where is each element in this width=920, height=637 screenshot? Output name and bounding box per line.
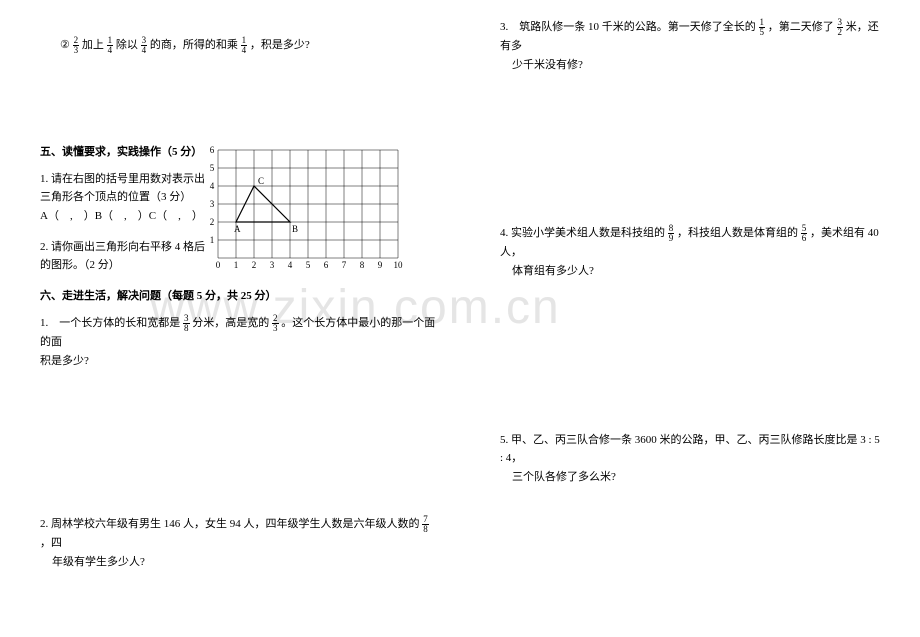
q4-line1: 4. 实验小学美术组人数是科技组的 89 ，科技组人数是体育组的 56 ，美术组… (500, 224, 880, 262)
sec6-q2-line1: 2. 周林学校六年级有男生 146 人，女生 94 人，四年级学生人数是六年级人… (40, 515, 440, 553)
q2-t1: 加上 (82, 39, 104, 51)
svg-text:8: 8 (360, 260, 365, 270)
svg-text:C: C (258, 176, 264, 186)
q2-frac1: 23 (73, 36, 80, 55)
svg-text:0: 0 (216, 260, 221, 270)
sec6-q2-frac: 78 (422, 515, 429, 534)
sec6-q2c: 年级有学生多少人? (52, 553, 440, 572)
sec6-q1-frac1: 38 (183, 314, 190, 333)
svg-text:A: A (234, 224, 241, 234)
svg-text:3: 3 (270, 260, 275, 270)
svg-text:6: 6 (324, 260, 329, 270)
svg-text:6: 6 (210, 145, 215, 155)
svg-text:10: 10 (394, 260, 404, 270)
sec6-q1-line1: 1. 一个长方体的长和宽都是 38 分米，高是宽的 23 。这个长方体中最小的那… (40, 314, 440, 352)
q4d: 体育组有多少人? (512, 262, 880, 281)
section6-title: 六、走进生活，解决问题（每题 5 分，共 25 分） (40, 287, 440, 306)
sec6-q2b: ，四 (40, 537, 62, 549)
svg-text:2: 2 (210, 217, 215, 227)
svg-text:3: 3 (210, 199, 215, 209)
svg-text:4: 4 (210, 181, 215, 191)
sec6-q1d: 积是多少? (40, 352, 440, 371)
sec6-q2a: 2. 周林学校六年级有男生 146 人，女生 94 人，四年级学生人数是六年级人… (40, 518, 420, 530)
q2-t3: 的商，所得的和乘 (150, 39, 238, 51)
svg-text:7: 7 (342, 260, 347, 270)
q3-line1: 3. 筑路队修一条 10 千米的公路。第一天修了全长的 15 ，第二天修了 32… (500, 18, 880, 56)
coordinate-graph: 0 1 2 3 4 5 6 7 8 9 10 1 2 3 4 5 6 A B C (200, 140, 410, 273)
q4-frac2: 56 (801, 224, 808, 243)
svg-text:2: 2 (252, 260, 257, 270)
q-left-2: ② 23 加上 14 除以 34 的商，所得的和乘 14 ，积是多少? (60, 36, 440, 55)
q2-frac3: 34 (141, 36, 148, 55)
q5b: 三个队各修了多么米? (512, 468, 880, 487)
q3-frac1: 15 (759, 18, 766, 37)
q3d: 少千米没有修? (512, 56, 880, 75)
svg-text:B: B (292, 224, 298, 234)
q3-frac2: 32 (837, 18, 844, 37)
q4a: 4. 实验小学美术组人数是科技组的 (500, 227, 665, 239)
q2-t2: 除以 (116, 39, 138, 51)
svg-text:1: 1 (210, 235, 215, 245)
q5a: 5. 甲、乙、丙三队合修一条 3600 米的公路，甲、乙、丙三队修路长度比是 3… (500, 431, 880, 468)
svg-text:4: 4 (288, 260, 293, 270)
sec6-q1-frac2: 23 (272, 314, 279, 333)
sec6-q1b: 分米，高是宽的 (192, 317, 269, 329)
sec6-q1a: 1. 一个长方体的长和宽都是 (40, 317, 180, 329)
q2-prefix: ② (60, 39, 70, 51)
q3a: 3. 筑路队修一条 10 千米的公路。第一天修了全长的 (500, 21, 756, 33)
svg-text:9: 9 (378, 260, 383, 270)
svg-text:1: 1 (234, 260, 239, 270)
q2-frac2: 14 (107, 36, 114, 55)
q4b: ，科技组人数是体育组的 (677, 227, 798, 239)
q2-t4: ，积是多少? (250, 39, 310, 51)
q2-frac4: 14 (241, 36, 248, 55)
svg-text:5: 5 (210, 163, 215, 173)
q4-frac1: 89 (668, 224, 675, 243)
svg-text:5: 5 (306, 260, 311, 270)
q3b: ，第二天修了 (768, 21, 834, 33)
